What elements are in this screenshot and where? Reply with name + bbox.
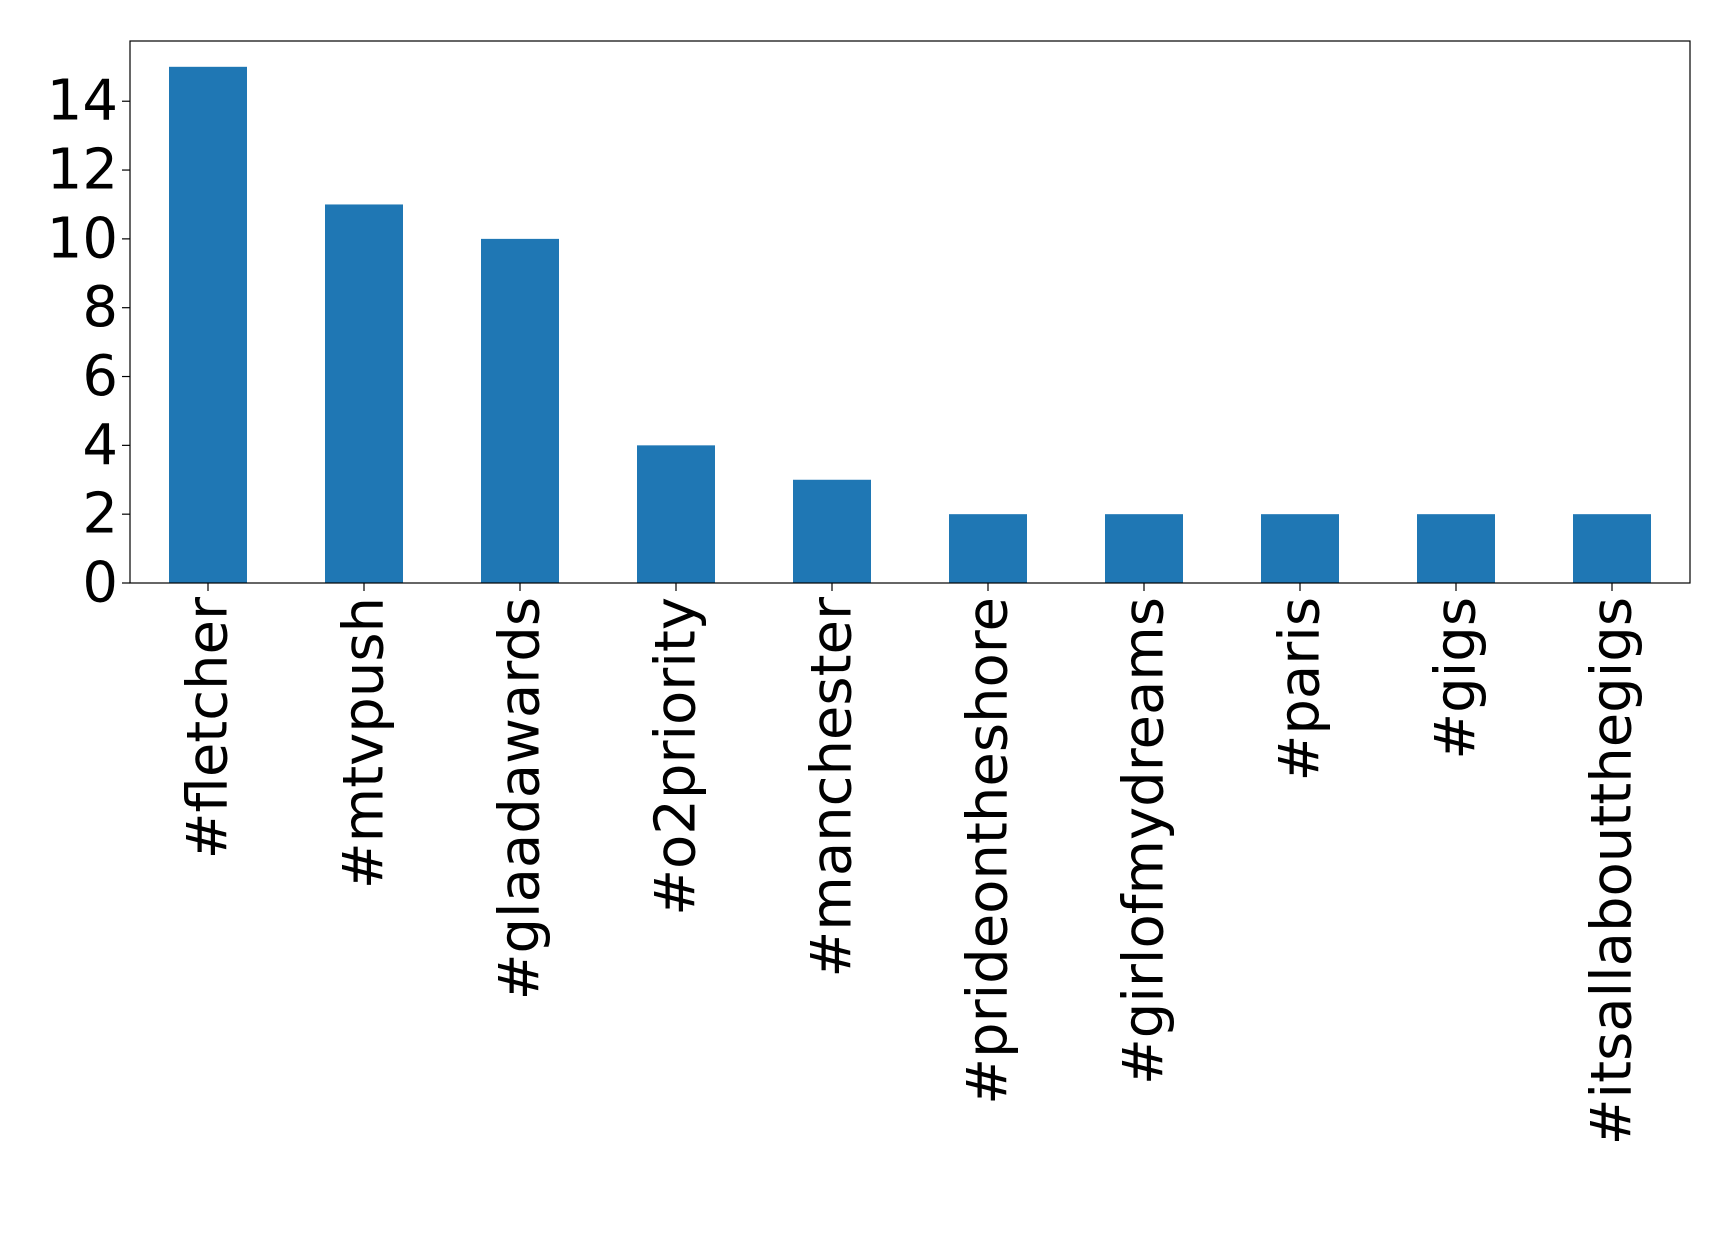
- bar-prideontheshore: [949, 514, 1027, 583]
- x-tick-label: #manchester: [800, 596, 865, 978]
- x-tick-label: #gigs: [1424, 597, 1489, 760]
- x-tick-label: #fletcher: [176, 596, 241, 859]
- bars-group: [169, 66, 1651, 584]
- bar-gigs: [1417, 514, 1495, 583]
- bar-itsallaboutthegigs: [1573, 514, 1651, 583]
- plot-frame: [129, 40, 1691, 584]
- y-tick-label: 10: [47, 206, 118, 271]
- bar-mtvpush: [325, 204, 403, 583]
- bar-fletcher: [169, 66, 247, 584]
- x-tick-label: #girlofmydreams: [1112, 597, 1177, 1085]
- x-tick-label: #paris: [1268, 597, 1333, 782]
- x-tick-label: #itsallaboutthegigs: [1580, 597, 1645, 1145]
- y-tick-label: 0: [82, 551, 118, 616]
- bar-glaadawards: [481, 238, 559, 583]
- y-tick-label: 12: [47, 138, 118, 203]
- y-tick-label: 6: [82, 344, 118, 409]
- y-tick-label: 4: [82, 413, 118, 478]
- y-tick-label: 2: [82, 482, 118, 547]
- x-tick-label: #glaadawards: [488, 597, 553, 1000]
- x-tick-label: #prideontheshore: [956, 597, 1021, 1105]
- bar-girlofmydreams: [1105, 514, 1183, 583]
- x-axis: #fletcher #mtvpush #glaadawards #o2priority…: [176, 583, 1645, 1145]
- bar-o2priority: [637, 445, 715, 583]
- bar-paris: [1261, 514, 1339, 583]
- y-tick-label: 14: [47, 69, 118, 134]
- y-tick-label: 8: [82, 275, 118, 340]
- bar-manchester: [793, 479, 871, 583]
- x-tick-label: #o2priority: [644, 597, 709, 916]
- x-tick-label: #mtvpush: [332, 597, 397, 889]
